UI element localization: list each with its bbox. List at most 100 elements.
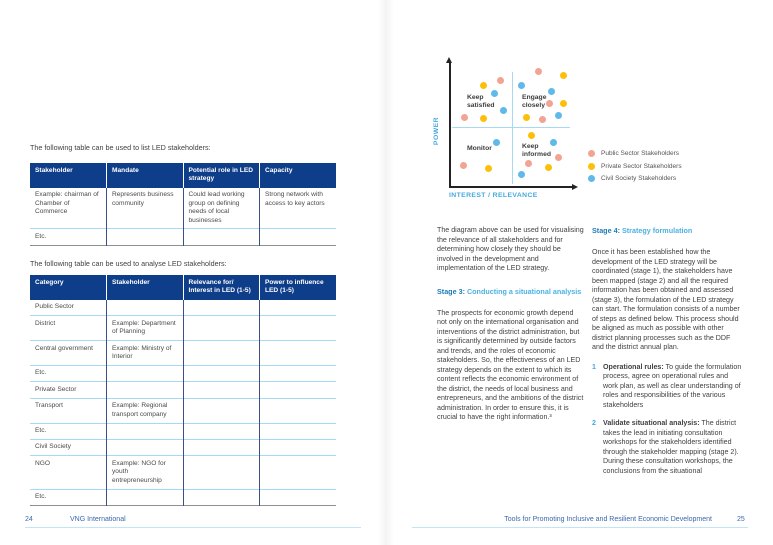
table-row: Example: chairman of Chamber of Commerce…	[30, 187, 336, 229]
stakeholder-analyse-table: Category Stakeholder Relevance for/ Intere…	[30, 275, 336, 506]
table-cell: Etc.	[30, 488, 107, 506]
stage3-label: Stage 3:	[437, 286, 465, 296]
x-axis-label: INTEREST / RELEVANCE	[449, 192, 538, 199]
table-cell	[106, 422, 183, 440]
data-point-civil	[499, 107, 507, 115]
data-point-private	[479, 114, 487, 122]
table-cell	[259, 422, 336, 440]
data-point-public	[525, 160, 533, 168]
table-cell	[182, 315, 260, 341]
table-cell: Central government	[30, 340, 107, 366]
table-header-row: Category Stakeholder Relevance for/ Intere…	[30, 275, 336, 300]
table-cell: Private Sector	[30, 381, 107, 399]
legend-label: Civil Society Stakeholders	[601, 175, 677, 182]
page-number-right: 25	[737, 516, 745, 523]
table-cell	[259, 381, 336, 399]
table-cell	[106, 228, 183, 246]
table-cell: Public Sector	[35, 303, 74, 311]
data-point-public	[461, 113, 469, 121]
x-axis-line	[449, 186, 573, 188]
table-analyse-intro: The following table can be used to analy…	[30, 259, 227, 268]
step-title: Operational rules:	[603, 362, 664, 371]
table-cell: Strong network with access to key actors	[259, 187, 336, 229]
data-point-public	[546, 100, 554, 108]
footer-book-title: Tools for Promoting Inclusive and Resili…	[504, 516, 712, 523]
page-gutter-shadow	[378, 0, 394, 545]
table-cell	[259, 488, 336, 506]
step-number: 2	[592, 419, 596, 427]
table-cell: Etc.	[30, 422, 107, 440]
data-point-private	[522, 113, 530, 121]
table-row: Etc.	[30, 488, 336, 506]
table-cell	[182, 228, 260, 246]
column-header: Category	[30, 275, 107, 300]
column-header: Capacity	[259, 163, 336, 188]
table-row: Civil Society	[30, 438, 336, 456]
table-cell	[106, 488, 183, 506]
data-point-civil	[518, 81, 526, 89]
table-row: Private Sector	[30, 381, 336, 399]
diagram-caption-paragraph: The diagram above can be used for visual…	[437, 226, 584, 272]
footer-rule-right	[412, 527, 748, 528]
step-text: Operational rules: To guide the formulat…	[603, 362, 742, 409]
table-cell	[106, 364, 183, 382]
data-point-civil	[518, 171, 526, 179]
strategy-step: 1 Operational rules: To guide the formula…	[592, 363, 742, 411]
column-header: Mandate	[106, 163, 183, 188]
data-point-public	[538, 116, 546, 124]
table-cell	[259, 315, 336, 341]
column-header: Stakeholder	[30, 163, 107, 188]
stage4-heading: Stage 4: Strategy formulation	[592, 226, 742, 235]
data-point-civil	[493, 139, 501, 147]
y-axis-label: POWER	[433, 116, 440, 146]
legend-dot-icon	[588, 162, 595, 170]
table-cell: Transport	[30, 397, 107, 424]
table-cell	[182, 455, 260, 490]
table-row: Etc.	[30, 364, 336, 382]
legend-item-civil: Civil Society Stakeholders	[588, 175, 682, 182]
quadrant-label-top-left: Keep satisfied	[466, 93, 495, 109]
data-point-civil	[491, 90, 498, 98]
footer-rule-left	[25, 527, 361, 528]
strategy-step: 2 Validate situational analysis: The dist…	[592, 419, 742, 476]
table-cell	[259, 438, 336, 456]
table-cell: Etc.	[30, 228, 107, 246]
table-cell	[259, 299, 336, 316]
table-cell	[106, 438, 183, 456]
table-cell	[182, 488, 260, 506]
legend-dot-icon	[588, 175, 595, 182]
data-point-private	[479, 81, 487, 89]
stage4-title: Strategy formulation	[621, 226, 693, 235]
data-point-public	[460, 161, 468, 169]
y-axis-arrow-icon	[446, 57, 452, 63]
stage4-body-paragraph: Once it has been established how the dev…	[592, 248, 740, 351]
data-point-public	[535, 68, 543, 76]
table-cell	[182, 381, 260, 399]
table-row: Public Sector	[30, 299, 336, 316]
legend-label: Private Sector Stakeholders	[601, 162, 682, 170]
x-axis-arrow-icon	[572, 183, 578, 190]
table-cell	[259, 228, 336, 246]
column-header: Potential role in LED strategy	[182, 163, 260, 188]
table-cell	[106, 299, 183, 316]
table-row: Central government Example: Ministry of I…	[30, 340, 336, 366]
table-row: Etc.	[30, 422, 336, 440]
legend-dot-icon	[588, 150, 595, 157]
footer-publisher: VNG International	[70, 516, 126, 523]
quadrant-label-bottom-right: Keep informed	[521, 142, 552, 159]
legend-item-public: Public Sector Stakeholders	[588, 150, 682, 157]
quadrant-label-bottom-left: Monitor	[466, 144, 492, 152]
column-header: Stakeholder	[106, 275, 183, 300]
table-cell: Example: NGO for youth entrepreneurship	[106, 455, 183, 490]
table-cell	[259, 397, 336, 424]
data-point-civil	[547, 87, 555, 95]
table-row: District Example: Department of Planning	[30, 315, 336, 341]
table-cell: NGO	[30, 455, 107, 490]
table-cell	[182, 438, 260, 456]
table-row: Etc.	[30, 228, 336, 246]
step-text: Validate situational analysis: The distr…	[603, 419, 739, 475]
data-point-private	[559, 71, 567, 79]
table-cell: Example: Ministry of Interior	[106, 340, 183, 366]
step-title: Validate situational analysis:	[603, 419, 700, 427]
table-cell	[182, 422, 260, 440]
